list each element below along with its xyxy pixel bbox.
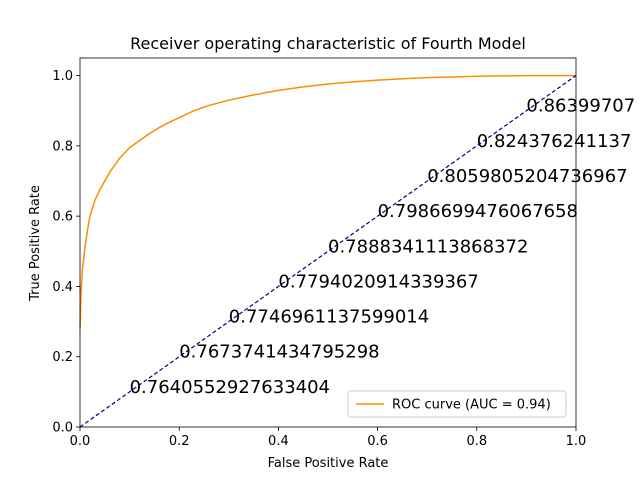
annotations: 0.7640552927633404 0.7673741434795298 0.77…: [130, 96, 636, 398]
axis-ticks: 0.0 0.2 0.4 0.6 0.8 1.0 0.0 0.2 0.4 0.6 0.8 1.0: [52, 69, 586, 449]
chance-diagonal-line: [79, 75, 577, 428]
x-tick-label: 0.8: [466, 434, 487, 449]
legend-label-roc: ROC curve (AUC = 0.94): [392, 398, 551, 413]
legend: ROC curve (AUC = 0.94): [347, 390, 567, 418]
y-tick-label: 0.2: [52, 350, 73, 365]
x-tick-label: 0.6: [367, 434, 388, 449]
y-tick-label: 0.0: [52, 421, 73, 436]
axes-frame: [79, 57, 577, 428]
x-tick-label: 1.0: [566, 434, 587, 449]
threshold-annotation: 0.7673741434795298: [179, 342, 379, 363]
threshold-annotation: 0.7746961137599014: [229, 307, 429, 328]
x-tick-label: 0.2: [169, 434, 190, 449]
plot-area: [79, 57, 577, 428]
threshold-annotation: 0.7888341113868372: [328, 236, 528, 257]
threshold-annotation: 0.824376241137: [477, 131, 632, 152]
legend-box: [347, 390, 567, 418]
x-axis-label: False Positive Rate: [268, 456, 389, 471]
y-tick-label: 0.4: [52, 280, 73, 295]
x-tick-label: 0.0: [70, 434, 91, 449]
y-tick-label: 1.0: [52, 69, 73, 84]
threshold-annotation: 0.7986699476067658: [378, 201, 578, 222]
y-tick-label: 0.6: [52, 210, 73, 225]
threshold-annotation: 0.7640552927633404: [130, 377, 330, 398]
threshold-annotation: 0.7794020914339367: [278, 271, 478, 292]
y-tick-label: 0.8: [52, 139, 73, 154]
x-tick-label: 0.4: [268, 434, 289, 449]
threshold-annotation: 0.86399707: [526, 96, 635, 117]
roc-curve-line: [79, 74, 576, 329]
chart-title: Receiver operating characteristic of Fou…: [130, 34, 526, 53]
threshold-annotation: 0.8059805204736967: [427, 166, 627, 187]
y-axis-label: True Positive Rate: [28, 185, 43, 302]
